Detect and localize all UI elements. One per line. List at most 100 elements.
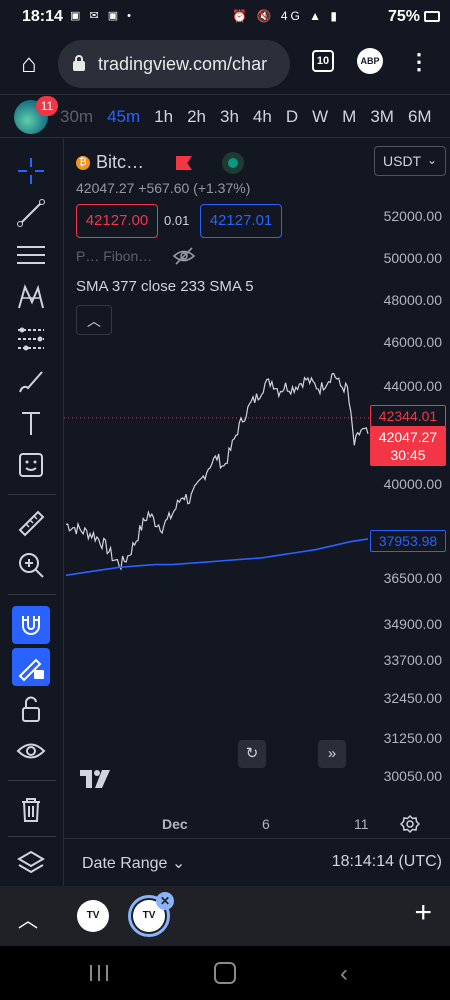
hide-drawings-icon[interactable] xyxy=(12,732,50,770)
gear-icon[interactable] xyxy=(400,814,420,834)
lock-drawings-icon[interactable] xyxy=(12,690,50,728)
fib-retracement-icon[interactable] xyxy=(12,236,50,274)
price-series xyxy=(65,372,369,571)
price-tick: 48000.00 xyxy=(383,292,442,308)
browser-toolbar: ⌂ tradingview.com/char 10 ABP ⋮ xyxy=(0,34,450,94)
symbol-name: Bitc… xyxy=(96,152,145,172)
chevron-down-icon: ⌄ xyxy=(426,153,437,167)
trend-line-icon[interactable] xyxy=(12,194,50,232)
interval-M[interactable]: M xyxy=(342,107,357,126)
bar-countdown: 30:45 xyxy=(390,447,426,463)
system-nav-bar: ‹ xyxy=(0,946,450,1000)
interval-D[interactable]: D xyxy=(285,107,299,126)
new-tab-icon[interactable]: + xyxy=(414,896,432,929)
notification-icons: ▣ ✉ ▣ • xyxy=(70,10,135,22)
system-icons: ⏰ 🔇 4G ▲ ▮ xyxy=(232,9,340,23)
sma-series xyxy=(65,538,369,577)
date-range-label: Date Range xyxy=(82,855,168,872)
time-tick: 6 xyxy=(262,816,270,832)
browser-tab[interactable] xyxy=(77,900,109,932)
magnet-icon[interactable] xyxy=(12,606,50,644)
drawing-toolbar xyxy=(0,138,64,886)
brush-icon[interactable] xyxy=(12,362,50,400)
object-tree-icon[interactable] xyxy=(12,844,50,882)
home-icon[interactable]: ⌂ xyxy=(21,48,37,78)
back-icon[interactable]: ‹ xyxy=(340,960,348,987)
url-text: tradingview.com/char xyxy=(98,54,268,74)
adblock-button[interactable]: ABP xyxy=(357,48,383,74)
tradingview-logo[interactable] xyxy=(78,768,116,790)
pattern-icon[interactable] xyxy=(12,278,50,316)
battery-percent: 75% xyxy=(387,8,420,25)
eye-off-icon[interactable] xyxy=(172,246,196,266)
price-tick: 52000.00 xyxy=(383,208,442,224)
interval-list: 30m 45m 1h 2h 3h 4h D W M 3M 6M xyxy=(60,107,446,127)
bitcoin-icon: ₿ xyxy=(76,155,90,170)
chevron-up-icon[interactable]: ︿ xyxy=(18,910,38,932)
scroll-to-realtime-icon[interactable]: » xyxy=(318,740,346,768)
trash-icon[interactable] xyxy=(12,790,50,828)
high-price-tag: 42344.01 xyxy=(370,405,446,427)
currency-select[interactable]: USDT ⌄ xyxy=(374,146,446,176)
price-tick: 44000.00 xyxy=(383,378,442,394)
text-icon[interactable] xyxy=(12,404,50,442)
price-plot[interactable] xyxy=(64,138,450,838)
sticker-icon[interactable] xyxy=(12,446,50,484)
tab-switcher-button[interactable]: 10 xyxy=(312,50,334,72)
ohlc-values: 42047.27 +567.60 (+1.37%) xyxy=(76,180,251,196)
chart-footer: Date Range ⌄ 18:14:14 (UTC) xyxy=(64,838,450,886)
zoom-in-icon[interactable] xyxy=(12,546,50,584)
interval-3M[interactable]: 3M xyxy=(370,107,394,126)
flag-icon[interactable] xyxy=(176,156,192,170)
interval-2h[interactable]: 2h xyxy=(187,107,206,126)
sma-price-tag: 37953.98 xyxy=(370,530,446,552)
chevron-down-icon: ⌄ xyxy=(171,855,186,872)
overflow-menu-icon[interactable]: ⋮ xyxy=(408,49,430,74)
crosshair-icon[interactable] xyxy=(12,152,50,190)
address-bar[interactable]: tradingview.com/char xyxy=(58,40,290,88)
interval-6M[interactable]: 6M xyxy=(407,107,432,126)
toolbar-divider xyxy=(8,494,56,495)
symbol-title[interactable]: ₿ Bitc… xyxy=(76,152,144,173)
price-tick: 50000.00 xyxy=(383,250,442,266)
price-tick: 36500.00 xyxy=(383,570,442,586)
home-nav-icon[interactable] xyxy=(214,962,236,984)
last-price-value: 42047.27 xyxy=(378,429,438,445)
last-price-tag: 42047.27 30:45 xyxy=(370,426,446,466)
interval-3h[interactable]: 3h xyxy=(220,107,239,126)
interval-30m[interactable]: 30m xyxy=(60,107,94,126)
utc-clock[interactable]: 18:14:14 (UTC) xyxy=(331,853,442,870)
status-bar: 18:14 ▣ ✉ ▣ • ⏰ 🔇 4G ▲ ▮ 75% xyxy=(0,0,450,34)
battery-icon xyxy=(424,11,440,22)
ruler-icon[interactable] xyxy=(12,504,50,542)
date-range-button[interactable]: Date Range ⌄ xyxy=(82,853,185,873)
sma-legend[interactable]: SMA 377 close 233 SMA 5 xyxy=(76,278,254,295)
spread-value: 0.01 xyxy=(164,213,190,228)
interval-W[interactable]: W xyxy=(312,107,329,126)
market-open-icon[interactable] xyxy=(222,152,244,174)
recent-apps-icon[interactable] xyxy=(88,964,110,982)
fib-legend[interactable]: P… Fibon… xyxy=(76,248,153,264)
browser-tab-active[interactable] xyxy=(133,900,165,932)
price-tick: 40000.00 xyxy=(383,476,442,492)
stay-in-drawing-mode-icon[interactable] xyxy=(12,648,50,686)
reset-chart-icon[interactable]: ↻ xyxy=(238,740,266,768)
price-tick: 32450.00 xyxy=(383,690,442,706)
active-tab-ring xyxy=(128,895,170,937)
price-scale[interactable]: 52000.00 50000.00 48000.00 46000.00 44000.00… xyxy=(370,138,450,838)
interval-45m[interactable]: 45m xyxy=(107,107,141,126)
close-icon[interactable]: ✕ xyxy=(156,892,174,910)
collapse-legend-button[interactable]: ︿ xyxy=(76,305,112,335)
price-tick: 34900.00 xyxy=(383,616,442,632)
price-tick: 33700.00 xyxy=(383,652,442,668)
prediction-icon[interactable] xyxy=(12,320,50,358)
price-tick: 30050.00 xyxy=(383,768,442,784)
interval-4h[interactable]: 4h xyxy=(252,107,272,126)
chart-pane[interactable]: ₿ Bitc… USDT ⌄ 42047.27 +567.60 (+1.37%) … xyxy=(64,138,450,838)
browser-tab-strip: ︿ ✕ + xyxy=(0,886,450,946)
buy-button[interactable]: 42127.01 xyxy=(200,204,282,238)
time-axis[interactable]: Dec 6 11 xyxy=(64,808,450,838)
sell-button[interactable]: 42127.00 xyxy=(76,204,158,238)
lock-icon xyxy=(73,55,85,71)
interval-1h[interactable]: 1h xyxy=(154,107,174,126)
